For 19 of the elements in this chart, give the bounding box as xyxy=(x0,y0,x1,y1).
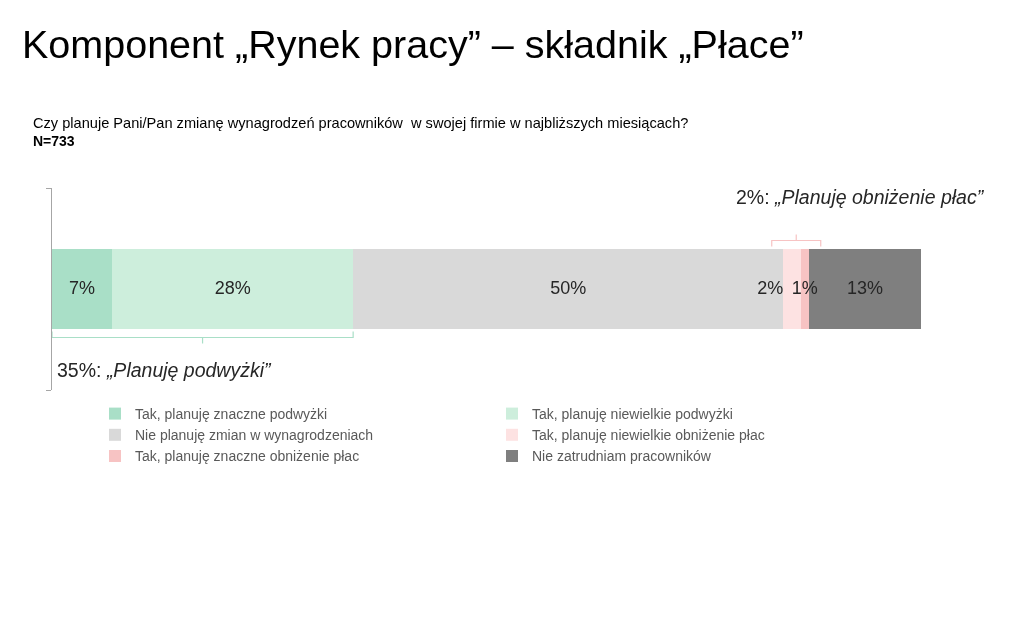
data-label: 28% xyxy=(214,277,251,298)
data-label: 50% xyxy=(550,277,587,298)
bar xyxy=(112,248,354,330)
bar xyxy=(52,248,113,330)
legend-label: Tak, planuję niewielkie obniżenie płac xyxy=(532,427,765,444)
legend-label: Tak, planuję niewielkie podwyżki xyxy=(532,406,733,423)
legend-label: Nie planuję zmian w wynagrodzeniach xyxy=(135,427,374,444)
legend-label: Tak, planuję znaczne obniżenie płac xyxy=(135,448,360,465)
text: 2%: „Planuję obniżenie płac” xyxy=(736,186,985,208)
chart-subtitle: Czy planuje Pani/Pan zmianę wynagrodzeń pracowników w swojej firmie w najbliższych miesiącach? xyxy=(33,115,689,131)
data-label: 7% xyxy=(69,277,96,298)
bar xyxy=(353,248,784,330)
legend-label: Tak, planuję znaczne podwyżki xyxy=(135,406,328,423)
data-label: 2% xyxy=(757,277,784,298)
chart-title: Komponent „Rynek pracy” – składnik „Płace” xyxy=(22,21,804,66)
text: 35%: „Planuję podwyżki” xyxy=(57,359,273,381)
data-label: 13% xyxy=(847,277,884,298)
legend-label: Nie zatrudniam pracowników xyxy=(532,448,712,465)
text: N=733 xyxy=(33,133,75,149)
